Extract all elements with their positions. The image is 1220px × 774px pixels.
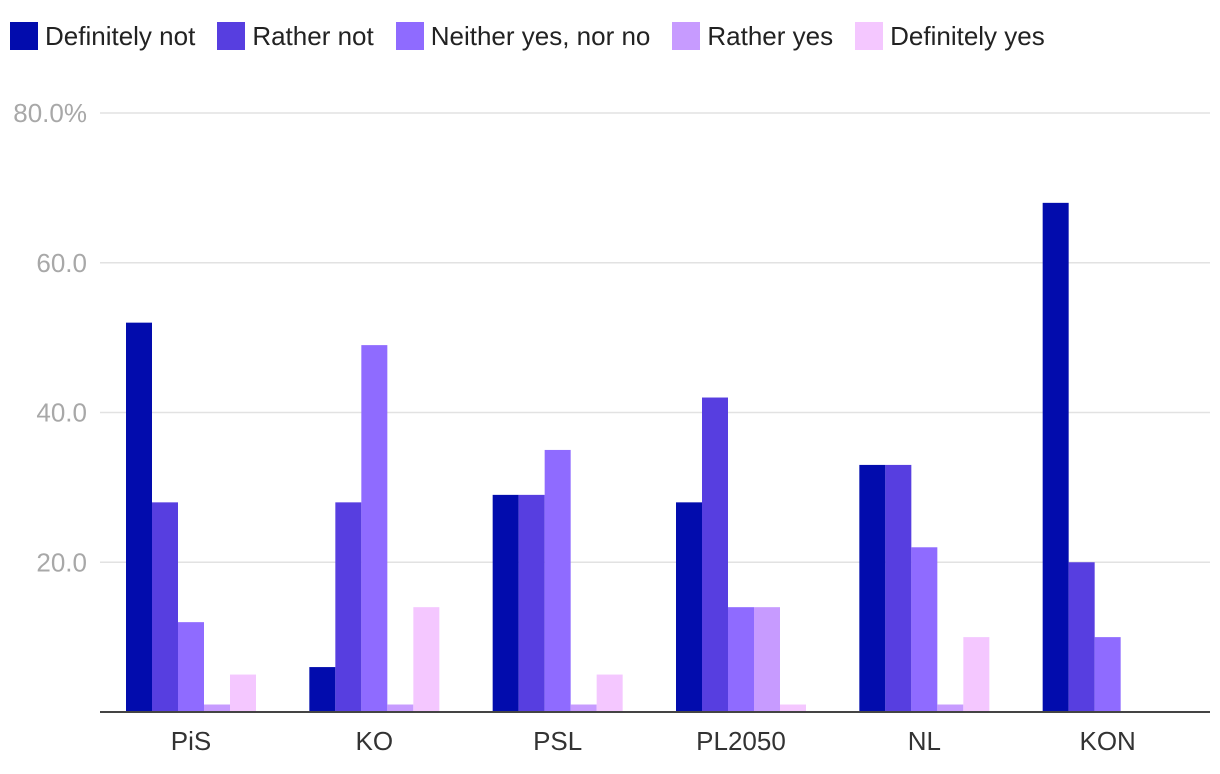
x-tick-label: KO — [356, 726, 394, 756]
legend-item-rather-not[interactable]: Rather not — [217, 20, 374, 52]
bar-pl2050-definitely-yes — [780, 704, 806, 712]
x-tick-label: PL2050 — [696, 726, 786, 756]
x-tick-label: PSL — [533, 726, 582, 756]
legend-label: Definitely not — [45, 20, 196, 51]
bar-kon-neither-yes-nor-no — [1094, 637, 1121, 712]
legend-label: Rather not — [252, 20, 374, 51]
x-tick-label: PiS — [171, 726, 211, 756]
bar-psl-definitely-yes — [596, 674, 623, 712]
bar-psl-rather-not — [518, 494, 545, 712]
bar-pl2050-neither-yes-nor-no — [728, 607, 754, 712]
x-tick-label: NL — [908, 726, 941, 756]
y-tick-label: 80.0% — [13, 98, 87, 128]
bar-nl-definitely-yes — [963, 637, 990, 712]
bar-pis-rather-not — [152, 502, 178, 712]
legend-swatch — [217, 22, 246, 50]
bar-kon-rather-not — [1068, 562, 1095, 712]
legend: Definitely not Rather not Neither yes, n… — [10, 18, 1067, 54]
bar-psl-neither-yes-nor-no — [544, 449, 571, 712]
y-tick-label: 60.0 — [36, 248, 87, 278]
bar-nl-rather-not — [885, 464, 912, 712]
legend-item-neither[interactable]: Neither yes, nor no — [395, 20, 651, 52]
bar-pis-rather-yes — [204, 704, 230, 712]
legend-swatch — [672, 22, 701, 50]
bar-nl-definitely-not — [859, 464, 886, 712]
bar-pis-neither-yes-nor-no — [178, 622, 204, 712]
legend-swatch — [395, 22, 424, 50]
legend-label: Rather yes — [707, 20, 834, 51]
legend-item-definitely-yes[interactable]: Definitely yes — [855, 21, 1045, 52]
bar-pl2050-rather-not — [702, 397, 728, 712]
bar-pl2050-rather-yes — [754, 607, 780, 712]
bar-nl-neither-yes-nor-no — [911, 547, 938, 712]
legend-item-definitely-not[interactable]: Definitely not — [10, 21, 195, 52]
bar-psl-rather-yes — [570, 704, 597, 712]
bar-pis-definitely-not — [126, 322, 152, 712]
legend-label: Neither yes, nor no — [430, 20, 651, 51]
y-tick-label: 40.0 — [36, 398, 87, 428]
x-tick-label: KON — [1079, 726, 1135, 756]
bar-ko-rather-yes — [387, 704, 414, 712]
bar-pl2050-definitely-not — [676, 502, 702, 712]
bar-nl-rather-yes — [937, 704, 964, 712]
legend-swatch — [10, 22, 38, 50]
bar-ko-definitely-not — [309, 667, 336, 712]
bar-ko-neither-yes-nor-no — [361, 345, 388, 712]
bar-pis-definitely-yes — [230, 674, 256, 712]
legend-swatch — [855, 22, 884, 50]
bar-kon-definitely-not — [1042, 202, 1069, 712]
bar-ko-rather-not — [335, 502, 362, 712]
legend-label: Definitely yes — [890, 20, 1045, 51]
bar-psl-definitely-not — [492, 494, 519, 712]
bar-ko-definitely-yes — [413, 607, 440, 712]
legend-item-rather-yes[interactable]: Rather yes — [672, 21, 833, 52]
y-tick-label: 20.0 — [36, 547, 87, 577]
